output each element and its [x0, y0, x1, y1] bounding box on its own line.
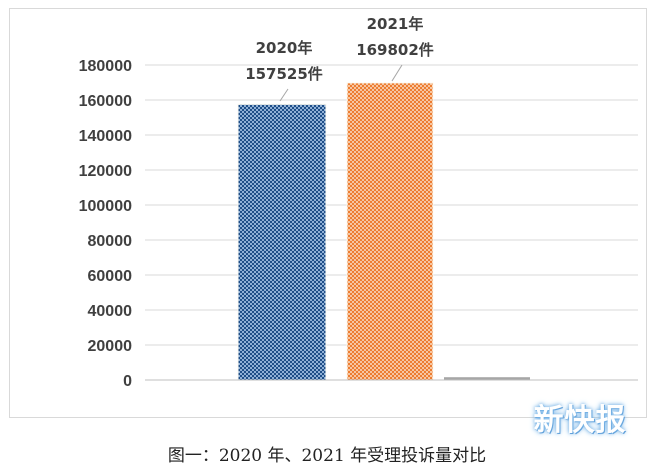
- bar: [237, 103, 327, 381]
- y-tick-label: 160000: [79, 93, 132, 110]
- leader-line: [391, 64, 403, 82]
- data-label-year: 2021年: [367, 15, 424, 33]
- y-tick-label: 0: [123, 373, 132, 390]
- bar: [444, 377, 530, 380]
- data-label-value: 157525件: [245, 65, 323, 83]
- bar: [346, 82, 434, 381]
- leader-line: [279, 88, 289, 102]
- chart-frame: 0 20000 40000 60000 80000 100000 120000 140000 1…: [9, 8, 647, 418]
- y-tick-label: 40000: [88, 303, 133, 320]
- data-label-year: 2020年: [256, 39, 313, 57]
- data-label-value: 169802件: [356, 41, 434, 59]
- y-tick-label: 60000: [88, 268, 133, 285]
- y-tick-label: 180000: [79, 58, 132, 75]
- y-tick-label: 120000: [79, 163, 132, 180]
- y-tick-label: 140000: [79, 128, 132, 145]
- chart-caption: 图一：2020 年、2021 年受理投诉量对比: [167, 446, 487, 466]
- y-tick-label: 20000: [88, 338, 133, 355]
- bar-chart: 0 20000 40000 60000 80000 100000 120000 140000 1…: [79, 15, 638, 390]
- watermark-logo: 新快报: [533, 403, 627, 438]
- y-tick-label: 80000: [88, 233, 133, 250]
- y-tick-label: 100000: [79, 198, 132, 215]
